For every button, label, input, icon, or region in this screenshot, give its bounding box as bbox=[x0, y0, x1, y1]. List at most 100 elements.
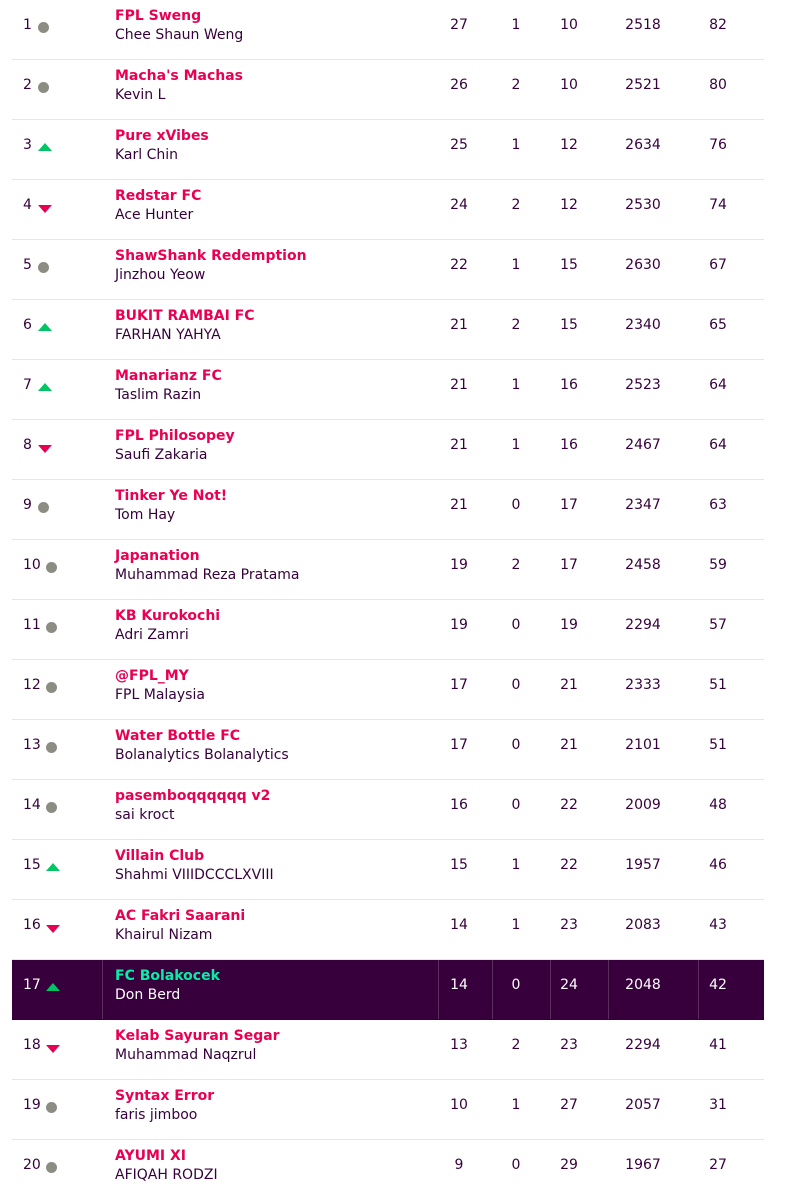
table-row[interactable]: 18 Kelab Sayuran Segar Muhammad Naqzrul 13 2… bbox=[12, 1020, 764, 1080]
team-name-link[interactable]: Pure xVibes bbox=[115, 128, 209, 144]
team-name-link[interactable]: Tinker Ye Not! bbox=[115, 488, 228, 504]
team-name-link[interactable]: Macha's Machas bbox=[115, 68, 244, 84]
points-for-value: 2294 bbox=[625, 1037, 661, 1053]
table-row[interactable]: 7 Manarianz FC Taslim Razin 21 1 16 2523 64 bbox=[12, 360, 764, 420]
rank-number: 18 bbox=[23, 1037, 41, 1053]
wins-value: 14 bbox=[450, 977, 468, 993]
team-name-link[interactable]: BUKIT RAMBAI FC bbox=[115, 308, 255, 324]
wins-value: 21 bbox=[450, 377, 468, 393]
team-name-link[interactable]: Villain Club bbox=[115, 848, 205, 864]
team-name-link[interactable]: AC Fakri Saarani bbox=[115, 908, 246, 924]
movement-same-icon bbox=[46, 562, 57, 573]
rank-number: 3 bbox=[23, 137, 32, 153]
wins-value: 14 bbox=[450, 917, 468, 933]
rank-number: 7 bbox=[23, 377, 32, 393]
wins-value: 27 bbox=[450, 17, 468, 33]
points-for-value: 2347 bbox=[625, 497, 661, 513]
table-row[interactable]: 12 @FPL_MY FPL Malaysia 17 0 21 2333 51 bbox=[12, 660, 764, 720]
draws-value: 1 bbox=[511, 257, 521, 273]
movement-down-icon bbox=[46, 1045, 60, 1053]
table-row[interactable]: 2 Macha's Machas Kevin L 26 2 10 2521 80 bbox=[12, 60, 764, 120]
losses-value: 29 bbox=[560, 1157, 578, 1173]
table-row[interactable]: 14 pasemboqqqqqq v2 sai kroct 16 0 22 2009 48 bbox=[12, 780, 764, 840]
manager-name: FARHAN YAHYA bbox=[115, 327, 221, 343]
manager-name: AFIQAH RODZI bbox=[115, 1167, 218, 1183]
team-name-link[interactable]: FC Bolakocek bbox=[115, 968, 220, 984]
team-name-link[interactable]: Japanation bbox=[115, 548, 200, 564]
movement-same-icon bbox=[38, 262, 49, 273]
points-for-value: 1957 bbox=[625, 857, 661, 873]
team-name-link[interactable]: FPL Sweng bbox=[115, 8, 202, 24]
table-row[interactable]: 11 KB Kurokochi Adri Zamri 19 0 19 2294 57 bbox=[12, 600, 764, 660]
table-row[interactable]: 9 Tinker Ye Not! Tom Hay 21 0 17 2347 63 bbox=[12, 480, 764, 540]
movement-same-icon bbox=[46, 622, 57, 633]
table-row-my-team[interactable]: 17 FC Bolakocek Don Berd 14 0 24 2048 42 bbox=[12, 960, 764, 1020]
team-name-link[interactable]: Kelab Sayuran Segar bbox=[115, 1028, 280, 1044]
losses-value: 17 bbox=[560, 497, 578, 513]
team-name-link[interactable]: @FPL_MY bbox=[115, 668, 189, 684]
movement-down-icon bbox=[38, 445, 52, 453]
team-name-link[interactable]: Redstar FC bbox=[115, 188, 202, 204]
column-divider bbox=[698, 960, 699, 1019]
draws-value: 1 bbox=[511, 917, 521, 933]
points-for-value: 2340 bbox=[625, 317, 661, 333]
team-name-link[interactable]: ShawShank Redemption bbox=[115, 248, 307, 264]
draws-value: 0 bbox=[511, 677, 521, 693]
losses-value: 16 bbox=[560, 377, 578, 393]
total-points-value: 64 bbox=[709, 377, 727, 393]
team-name-link[interactable]: Manarianz FC bbox=[115, 368, 222, 384]
losses-value: 21 bbox=[560, 677, 578, 693]
team-name-link[interactable]: Water Bottle FC bbox=[115, 728, 241, 744]
draws-value: 1 bbox=[511, 857, 521, 873]
table-row[interactable]: 5 ShawShank Redemption Jinzhou Yeow 22 1 15 26… bbox=[12, 240, 764, 300]
wins-value: 9 bbox=[454, 1157, 464, 1173]
team-name-link[interactable]: FPL Philosopey bbox=[115, 428, 235, 444]
wins-value: 19 bbox=[450, 557, 468, 573]
losses-value: 17 bbox=[560, 557, 578, 573]
total-points-value: 64 bbox=[709, 437, 727, 453]
rank-number: 14 bbox=[23, 797, 41, 813]
team-name-link[interactable]: Syntax Error bbox=[115, 1088, 215, 1104]
team-name-link[interactable]: pasemboqqqqqq v2 bbox=[115, 788, 271, 804]
losses-value: 19 bbox=[560, 617, 578, 633]
rank-number: 8 bbox=[23, 437, 32, 453]
table-row[interactable]: 6 BUKIT RAMBAI FC FARHAN YAHYA 21 2 15 2340 65 bbox=[12, 300, 764, 360]
manager-name: Khairul Nizam bbox=[115, 927, 213, 943]
losses-value: 23 bbox=[560, 1037, 578, 1053]
total-points-value: 42 bbox=[709, 977, 727, 993]
wins-value: 22 bbox=[450, 257, 468, 273]
table-row[interactable]: 8 FPL Philosopey Saufi Zakaria 21 1 16 2467 64 bbox=[12, 420, 764, 480]
rank-number: 16 bbox=[23, 917, 41, 933]
table-row[interactable]: 19 Syntax Error faris jimboo 10 1 27 2057 31 bbox=[12, 1080, 764, 1140]
movement-up-icon bbox=[46, 863, 60, 871]
losses-value: 23 bbox=[560, 917, 578, 933]
table-row[interactable]: 4 Redstar FC Ace Hunter 24 2 12 2530 74 bbox=[12, 180, 764, 240]
table-row[interactable]: 20 AYUMI XI AFIQAH RODZI 9 0 29 1967 27 bbox=[12, 1140, 764, 1199]
table-row[interactable]: 16 AC Fakri Saarani Khairul Nizam 14 1 23 2083… bbox=[12, 900, 764, 960]
movement-same-icon bbox=[38, 22, 49, 33]
losses-value: 27 bbox=[560, 1097, 578, 1113]
total-points-value: 63 bbox=[709, 497, 727, 513]
losses-value: 15 bbox=[560, 257, 578, 273]
wins-value: 17 bbox=[450, 677, 468, 693]
movement-same-icon bbox=[46, 742, 57, 753]
table-row[interactable]: 10 Japanation Muhammad Reza Pratama 19 2 17 24… bbox=[12, 540, 764, 600]
draws-value: 2 bbox=[511, 557, 521, 573]
table-row[interactable]: 13 Water Bottle FC Bolanalytics Bolanalyti… bbox=[12, 720, 764, 780]
team-name-link[interactable]: KB Kurokochi bbox=[115, 608, 221, 624]
manager-name: Don Berd bbox=[115, 987, 181, 1003]
wins-value: 21 bbox=[450, 437, 468, 453]
points-for-value: 2048 bbox=[625, 977, 661, 993]
table-row[interactable]: 3 Pure xVibes Karl Chin 25 1 12 2634 76 bbox=[12, 120, 764, 180]
draws-value: 2 bbox=[511, 1037, 521, 1053]
table-row[interactable]: 15 Villain Club Shahmi VIIIDCCCLXVIII 15 1 22… bbox=[12, 840, 764, 900]
draws-value: 2 bbox=[511, 317, 521, 333]
manager-name: faris jimboo bbox=[115, 1107, 198, 1123]
manager-name: Muhammad Reza Pratama bbox=[115, 567, 300, 583]
rank-number: 11 bbox=[23, 617, 41, 633]
draws-value: 1 bbox=[511, 137, 521, 153]
team-name-link[interactable]: AYUMI XI bbox=[115, 1148, 187, 1164]
table-row[interactable]: 1 FPL Sweng Chee Shaun Weng 27 1 10 2518 82 bbox=[12, 0, 764, 60]
total-points-value: 41 bbox=[709, 1037, 727, 1053]
points-for-value: 2057 bbox=[625, 1097, 661, 1113]
